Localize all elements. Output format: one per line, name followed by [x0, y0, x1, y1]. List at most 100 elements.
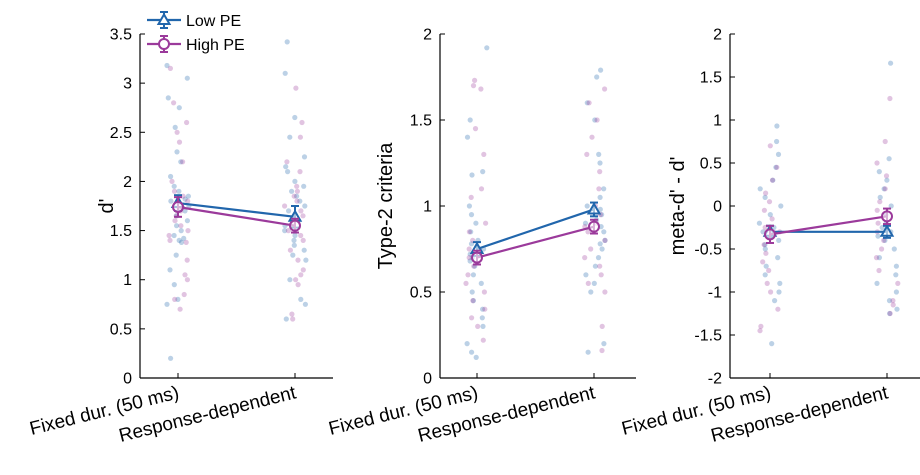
participant-point-low-pe	[287, 277, 293, 283]
participant-point-low-pe	[290, 252, 296, 258]
participant-point-high-pe	[760, 259, 766, 265]
participant-point-high-pe	[598, 272, 604, 278]
y-tick-label: 2.5	[110, 125, 132, 142]
participant-point-high-pe	[478, 186, 485, 192]
participant-point-high-pe	[481, 289, 487, 295]
participant-point-low-pe	[480, 323, 486, 329]
participant-point-high-pe	[300, 237, 306, 243]
participant-point-low-pe	[583, 272, 589, 278]
participant-point-low-pe	[876, 169, 882, 175]
participant-point-high-pe	[185, 198, 191, 204]
y-tick-label: 2	[713, 27, 722, 44]
participant-point-low-pe	[167, 267, 173, 273]
participant-point-low-pe	[171, 282, 177, 288]
y-tick-label: -1.5	[694, 328, 722, 345]
participant-point-high-pe	[599, 323, 605, 329]
participant-point-low-pe	[182, 196, 188, 202]
participant-point-high-pe	[887, 95, 893, 102]
participant-point-low-pe	[763, 263, 769, 269]
participant-point-high-pe	[300, 267, 306, 273]
participant-point-low-pe	[588, 289, 594, 295]
participant-point-low-pe	[598, 67, 604, 73]
participant-point-high-pe	[586, 100, 592, 106]
participant-point-low-pe	[292, 178, 298, 184]
participant-point-low-pe	[592, 117, 598, 123]
participant-point-high-pe	[602, 289, 608, 295]
series-line-low-pe	[476, 208, 595, 251]
participant-point-low-pe	[466, 203, 472, 209]
participant-point-low-pe	[464, 341, 470, 347]
y-tick-label: 1	[713, 113, 722, 130]
participant-point-high-pe	[297, 169, 303, 175]
participant-point-low-pe	[171, 232, 177, 239]
participant-point-low-pe	[884, 177, 890, 183]
participant-point-high-pe	[171, 100, 177, 106]
panel-d-prime: 00.511.522.533.5d'Fixed dur. (50 ms)Resp…	[28, 27, 333, 447]
participant-point-high-pe	[768, 289, 774, 295]
participant-point-high-pe	[297, 134, 303, 140]
participant-point-low-pe	[886, 156, 892, 162]
participant-point-low-pe	[165, 95, 171, 101]
participant-point-low-pe	[591, 280, 597, 286]
participant-point-low-pe	[176, 105, 182, 111]
participant-point-low-pe	[478, 280, 484, 286]
participant-point-low-pe	[282, 70, 288, 76]
participant-point-high-pe	[463, 280, 469, 286]
legend-marker-low-pe	[156, 12, 172, 25]
series-high-pe	[764, 207, 893, 244]
participant-point-high-pe	[890, 298, 896, 304]
participant-point-high-pe	[469, 315, 475, 321]
participant-point-low-pe	[767, 212, 773, 218]
participant-points	[164, 39, 309, 361]
participant-point-high-pe	[588, 246, 594, 252]
participant-point-low-pe	[184, 75, 190, 81]
participant-point-low-pe	[584, 100, 590, 106]
participant-point-high-pe	[766, 267, 772, 274]
participant-point-low-pe	[168, 173, 174, 180]
participant-point-high-pe	[585, 229, 591, 235]
participant-point-low-pe	[470, 298, 476, 304]
participant-point-low-pe	[777, 280, 783, 286]
participant-point-high-pe	[589, 134, 595, 140]
participant-point-high-pe	[596, 186, 602, 192]
participant-point-high-pe	[873, 255, 880, 261]
participant-point-low-pe	[602, 237, 608, 243]
y-axis-title: meta-d' - d'	[667, 157, 689, 256]
participant-point-high-pe	[876, 267, 882, 274]
participant-point-high-pe	[769, 177, 776, 183]
participant-point-high-pe	[294, 198, 300, 204]
y-tick-label: 1	[423, 199, 432, 216]
participant-point-high-pe	[172, 218, 178, 224]
participant-point-low-pe	[291, 237, 297, 243]
participant-point-high-pe	[761, 242, 767, 248]
participant-point-high-pe	[875, 220, 881, 226]
participant-point-high-pe	[887, 310, 893, 317]
participant-point-high-pe	[184, 257, 190, 263]
participant-point-low-pe	[292, 114, 298, 121]
participant-point-low-pe	[291, 242, 297, 248]
participant-point-high-pe	[582, 255, 588, 261]
participant-point-low-pe	[168, 355, 174, 361]
participant-point-low-pe	[893, 289, 900, 295]
participant-point-low-pe	[772, 298, 778, 304]
participant-point-low-pe	[582, 220, 589, 226]
participant-point-high-pe	[298, 232, 304, 239]
series-line-low-pe	[177, 201, 296, 218]
series-line-high-pe	[769, 215, 888, 236]
participant-point-low-pe	[480, 169, 486, 175]
participant-point-high-pe	[176, 139, 183, 145]
y-tick-label: 0	[123, 371, 132, 388]
participant-point-low-pe	[775, 151, 782, 157]
participant-point-low-pe	[174, 223, 180, 229]
participant-point-low-pe	[762, 194, 768, 200]
participant-point-low-pe	[601, 186, 607, 192]
participant-point-low-pe	[893, 272, 899, 278]
participant-point-low-pe	[176, 188, 182, 194]
participant-point-high-pe	[299, 119, 305, 126]
participant-point-low-pe	[301, 183, 307, 189]
participant-point-low-pe	[887, 310, 893, 317]
participant-point-low-pe	[480, 306, 486, 312]
participant-point-high-pe	[167, 237, 173, 243]
participant-point-low-pe	[894, 306, 900, 312]
